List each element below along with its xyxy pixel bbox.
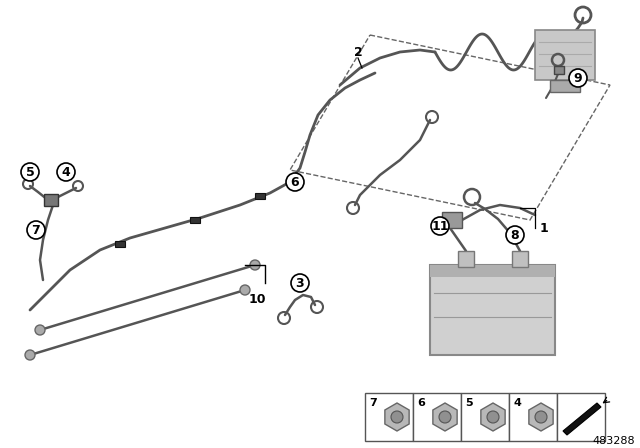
Circle shape [487,411,499,423]
Bar [557,393,605,441]
Bar [461,393,509,441]
Circle shape [27,221,45,239]
Circle shape [431,217,449,235]
Polygon shape [529,403,553,431]
Bar [458,251,474,267]
Circle shape [57,163,75,181]
Bar [190,217,200,223]
Circle shape [535,411,547,423]
Text: 6: 6 [291,176,300,189]
Circle shape [291,274,309,292]
Bar [413,393,461,441]
Circle shape [506,226,524,244]
Text: 1: 1 [540,221,548,234]
Text: 11: 11 [431,220,449,233]
Bar [509,393,557,441]
Circle shape [21,163,39,181]
Bar [442,212,462,228]
Circle shape [569,69,587,87]
Bar [535,30,595,80]
Bar [365,393,413,441]
Text: 10: 10 [248,293,266,306]
Circle shape [25,350,35,360]
Text: 2: 2 [354,46,362,59]
Polygon shape [385,403,409,431]
Circle shape [35,325,45,335]
Circle shape [250,260,260,270]
Text: 4: 4 [61,165,70,178]
Circle shape [240,285,250,295]
Polygon shape [481,403,505,431]
Text: 5: 5 [465,398,472,408]
Bar [255,193,265,199]
Circle shape [286,173,304,191]
Polygon shape [563,403,601,435]
Text: 9: 9 [573,72,582,85]
Bar [554,66,564,74]
Bar [512,251,528,267]
Text: 4: 4 [513,398,521,408]
Bar [550,80,580,92]
Bar [115,241,125,247]
Text: 8: 8 [511,228,519,241]
Text: 483288: 483288 [593,436,635,446]
Text: 6: 6 [417,398,425,408]
Text: 7: 7 [31,224,40,237]
Bar [430,265,555,277]
Bar [430,265,555,355]
Bar [44,194,58,206]
Polygon shape [433,403,457,431]
Circle shape [439,411,451,423]
Circle shape [391,411,403,423]
Text: 5: 5 [26,165,35,178]
Text: 7: 7 [369,398,377,408]
Text: 3: 3 [296,276,304,289]
